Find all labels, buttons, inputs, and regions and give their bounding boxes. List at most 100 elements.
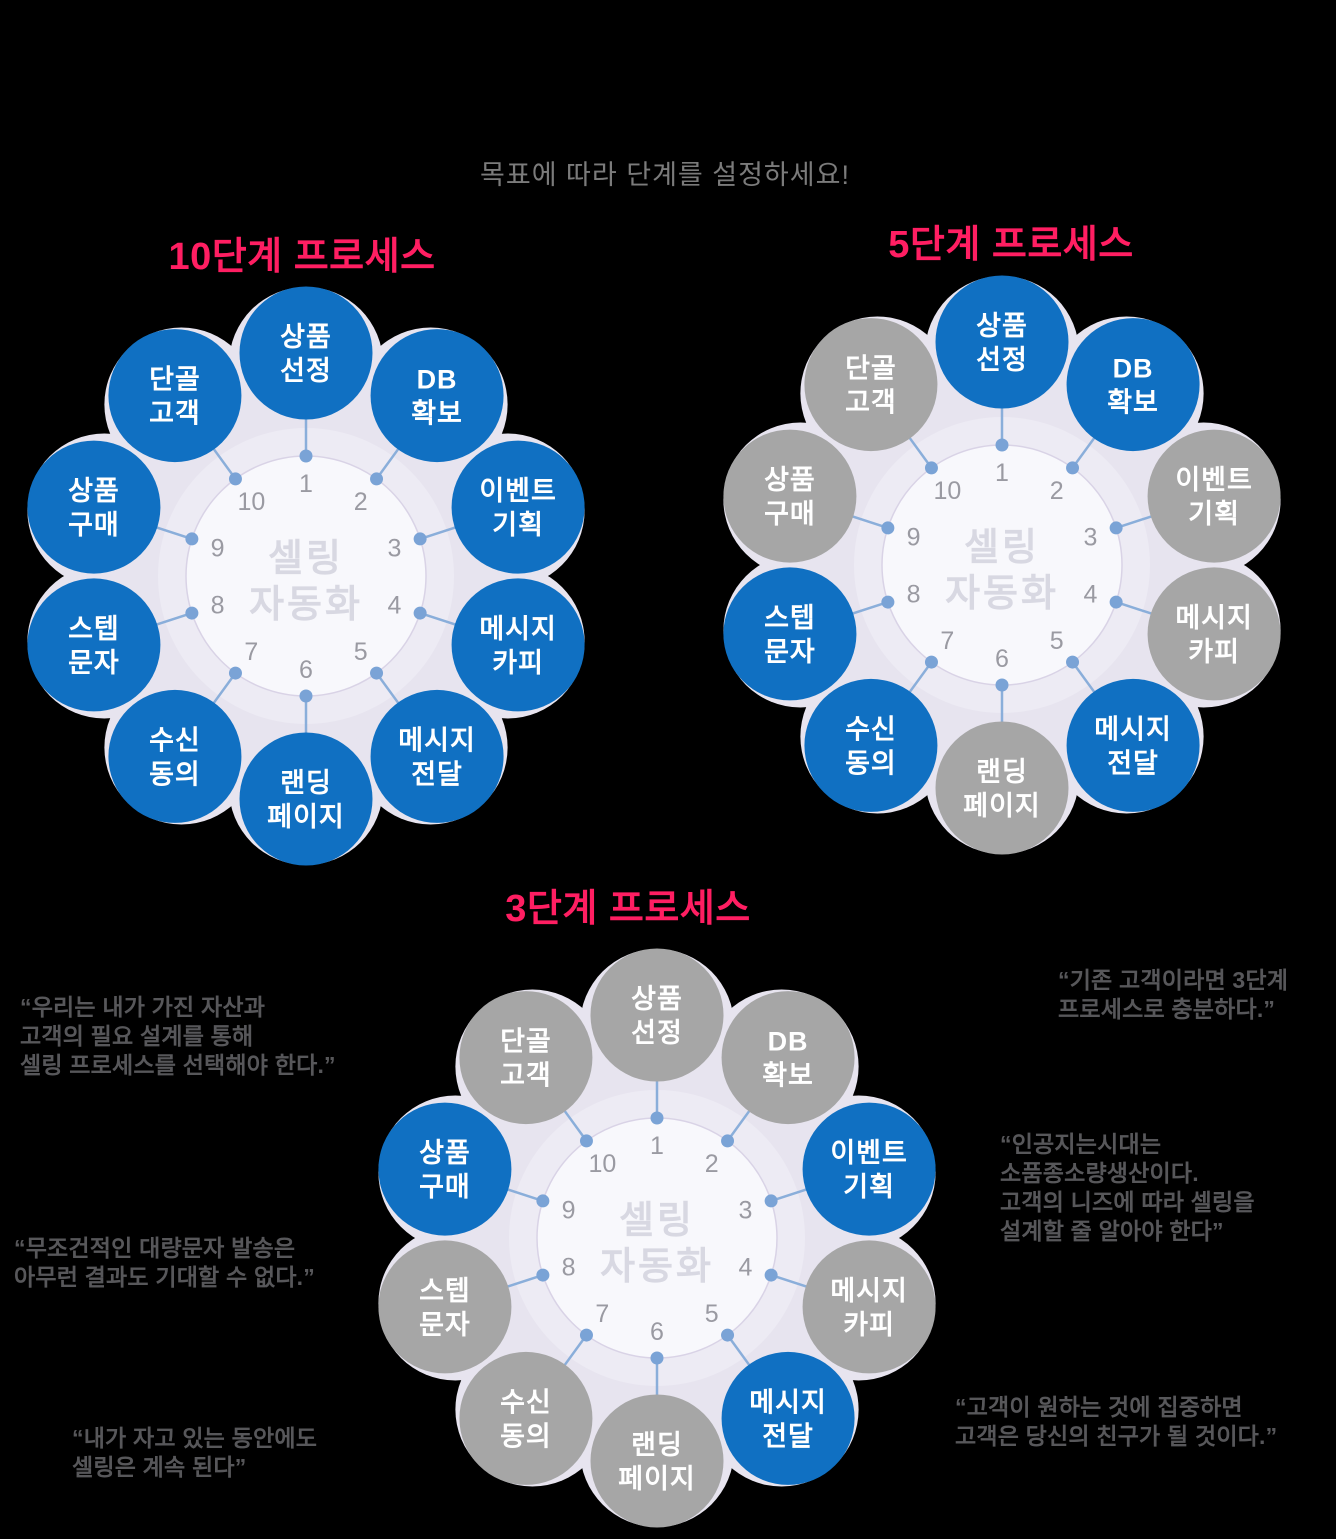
quote-line: “우리는 내가 가진 자산과 [20, 994, 266, 1020]
quote-line: “내가 자고 있는 동안에도 [72, 1425, 318, 1451]
step-node-label-line1: 메시지 [830, 1276, 908, 1306]
step-node-label-line1: 메시지 [479, 614, 557, 644]
step-node-label-line1: 이벤트 [1175, 465, 1253, 495]
step-node-label-line2: 동의 [500, 1421, 552, 1451]
step-node-label-line2: 카피 [492, 648, 544, 678]
connector-dot [185, 606, 199, 620]
connector-dot [228, 472, 242, 486]
step-number: 9 [211, 534, 225, 562]
connector-line [770, 1273, 810, 1289]
connector-line [210, 445, 237, 480]
step-node-circle [370, 329, 504, 463]
connector-dot [413, 532, 427, 546]
step-node-label-line2: 선정 [631, 1018, 683, 1048]
step-node-circle [459, 991, 593, 1125]
step-number: 6 [650, 1318, 664, 1346]
step-node-label-line1: 스텝 [764, 603, 816, 633]
step-node-circle [370, 689, 504, 823]
step-number: 7 [595, 1300, 609, 1328]
step-node-label-line2: 카피 [843, 1310, 895, 1340]
connector-line [375, 672, 402, 707]
process-step-node-2-inactive: DB 확보 [721, 991, 855, 1125]
connector-dot [579, 1328, 593, 1342]
connector-line [561, 1107, 588, 1142]
step-node-label-line1: 상품 [419, 1138, 471, 1168]
connector-dot [764, 1268, 778, 1282]
step-node-circle [804, 678, 938, 812]
quote-customer-focus: “고객이 원하는 것에 집중하면 고객은 당신의 친구가 될 것이다.” [955, 1393, 1277, 1451]
quote-line: “기존 고객이라면 3단계 [1058, 967, 1289, 993]
center-label-line1: 셀링 [619, 1200, 695, 1242]
quote-choose-process: “우리는 내가 가진 자산과 고객의 필요 설계를 통해 셀링 프로세스를 선택… [20, 993, 336, 1080]
step-node-circle [239, 732, 373, 866]
step-number: 3 [738, 1196, 752, 1224]
connector-dot [995, 438, 1009, 452]
step-number: 10 [237, 488, 265, 516]
connector-line [1071, 434, 1098, 469]
step-number: 7 [940, 627, 954, 655]
step-node-label-line2: 고객 [149, 399, 201, 429]
connector-dot [1109, 521, 1123, 535]
step-node-label-line2: 확보 [411, 399, 463, 429]
step-node-circle [1147, 429, 1281, 563]
step-node-label-line1: 상품 [764, 465, 816, 495]
step-number: 8 [907, 581, 921, 609]
quote-line: “고객이 원하는 것에 집중하면 [955, 1394, 1243, 1420]
connector-line [906, 434, 933, 469]
connector-line [1115, 514, 1155, 530]
connector-dot [413, 606, 427, 620]
process-step-node-2-active: DB 확보 [370, 329, 504, 463]
step-node-label-line1: 상품 [280, 322, 332, 352]
step-number: 5 [354, 638, 368, 666]
step-node-label-line2: 문자 [764, 637, 816, 667]
connector-line [561, 1334, 588, 1369]
step-node-label-line1: 랜딩 [976, 757, 1028, 787]
step-number: 5 [1050, 627, 1064, 655]
step-node-label-line2: 카피 [1188, 637, 1240, 667]
step-number: 4 [387, 592, 401, 620]
diagram-5-step-title: 5단계 프로세스 [888, 224, 1134, 266]
center-label-line1: 셀링 [964, 527, 1040, 569]
connector-line [375, 445, 402, 480]
connector-dot [881, 595, 895, 609]
connector-line [726, 1107, 753, 1142]
connector-line [419, 611, 459, 627]
step-number: 1 [650, 1132, 664, 1160]
step-number: 8 [211, 592, 225, 620]
diagram-10-step-title: 10단계 프로세스 [168, 236, 436, 278]
connector-line [153, 525, 193, 541]
quote-line: 고객은 당신의 친구가 될 것이다.” [955, 1423, 1278, 1449]
step-node-label-line2: 기획 [1188, 499, 1240, 529]
quote-line: 고객의 니즈에 따라 셀링을 [1000, 1189, 1255, 1215]
step-node-label-line1: 랜딩 [280, 768, 332, 798]
process-step-node-2-active: DB 확보 [1066, 318, 1200, 452]
quote-existing-customer: “기존 고객이라면 3단계 프로세스로 충분하다.” [1058, 966, 1288, 1024]
connector-line [726, 1334, 753, 1369]
quote-line: “인공지는시대는 [1000, 1131, 1162, 1157]
connector-line [1115, 600, 1155, 616]
step-node-circle [1066, 678, 1200, 812]
step-number: 3 [387, 534, 401, 562]
connector-dot [650, 1351, 664, 1365]
step-node-circle [1147, 567, 1281, 701]
quote-line: 설계할 줄 알아야 한다” [1000, 1218, 1224, 1244]
step-node-circle [802, 1240, 936, 1374]
step-node-label-line1: 이벤트 [830, 1138, 908, 1168]
step-node-label-line2: 선정 [976, 345, 1028, 375]
step-node-circle [590, 1394, 724, 1528]
connector-dot [881, 521, 895, 535]
step-node-circle [804, 318, 938, 452]
quote-line: 셀링 프로세스를 선택해야 한다.” [20, 1052, 336, 1078]
